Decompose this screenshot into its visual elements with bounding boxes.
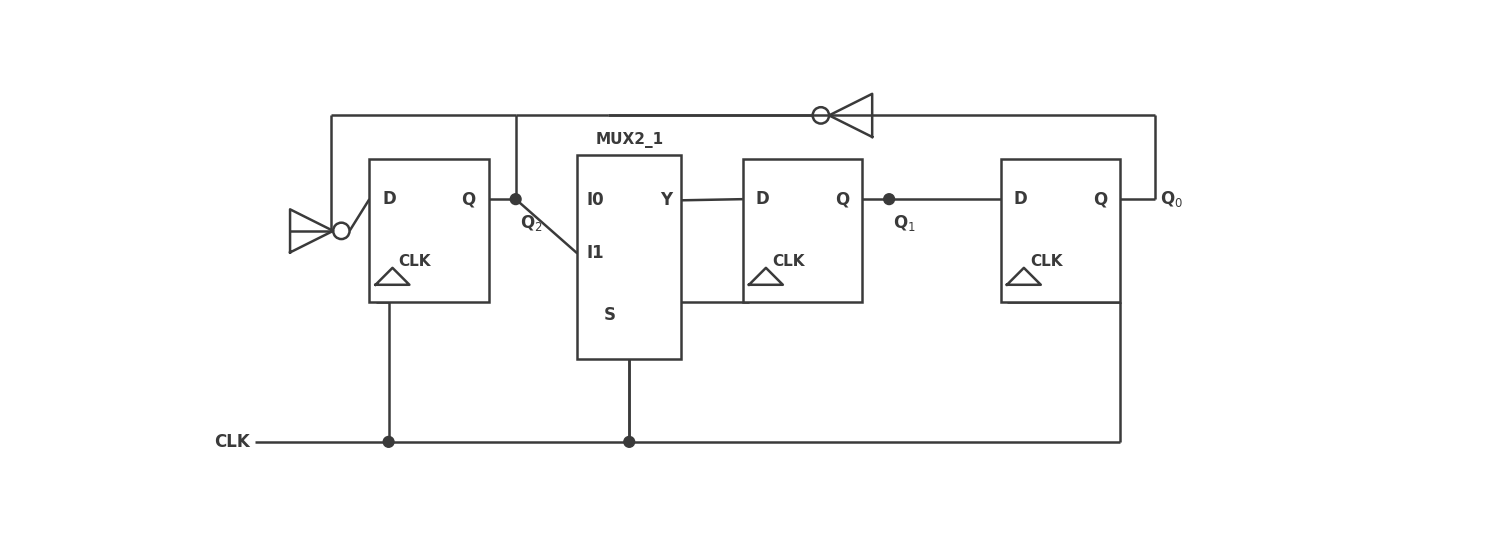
- Text: CLK: CLK: [214, 433, 250, 451]
- Circle shape: [510, 194, 522, 204]
- Text: Y: Y: [661, 192, 673, 209]
- Text: MUX2_1: MUX2_1: [596, 132, 664, 148]
- Text: D: D: [756, 190, 769, 208]
- Text: Q: Q: [461, 190, 475, 208]
- Bar: [1001, 159, 1120, 302]
- Text: CLK: CLK: [772, 254, 805, 270]
- Text: Q$_1$: Q$_1$: [893, 213, 915, 233]
- Circle shape: [884, 194, 894, 204]
- Text: CLK: CLK: [398, 254, 431, 270]
- Text: Q$_0$: Q$_0$: [1160, 189, 1184, 209]
- Bar: [369, 159, 489, 302]
- Bar: [743, 159, 863, 302]
- Text: S: S: [605, 306, 617, 323]
- Text: Q: Q: [835, 190, 849, 208]
- Text: D: D: [1013, 190, 1027, 208]
- Text: Q: Q: [1093, 190, 1107, 208]
- Text: I1: I1: [587, 244, 605, 263]
- Bar: [578, 155, 682, 359]
- Text: D: D: [383, 190, 397, 208]
- Text: I0: I0: [587, 192, 605, 209]
- Circle shape: [383, 436, 394, 447]
- Circle shape: [624, 436, 635, 447]
- Text: CLK: CLK: [1030, 254, 1063, 270]
- Text: Q$_2$: Q$_2$: [520, 213, 541, 233]
